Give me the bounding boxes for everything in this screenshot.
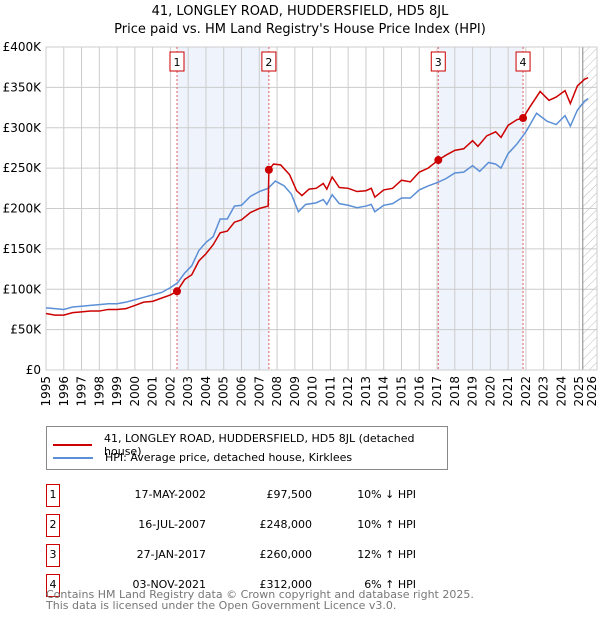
- sale-label: 2: [265, 56, 272, 69]
- transaction-hpi-diff: 12% ↑ HPI: [357, 548, 416, 561]
- x-tick-label: 1997: [75, 376, 89, 407]
- x-tick-label: 2024: [554, 376, 568, 407]
- y-tick-label: £250K: [3, 161, 43, 175]
- transaction-hpi-diff: 10% ↓ HPI: [357, 488, 416, 501]
- transaction-number: 2: [46, 514, 60, 537]
- x-tick-label: 2008: [270, 376, 284, 407]
- legend-item-hpi: HPI: Average price, detached house, Kirk…: [53, 451, 352, 464]
- transaction-price: £312,000: [259, 578, 313, 591]
- x-tick-label: 2020: [483, 376, 497, 407]
- footer-licence: This data is licensed under the Open Gov…: [46, 599, 397, 612]
- legend: 41, LONGLEY ROAD, HUDDERSFIELD, HD5 8JL …: [46, 426, 448, 470]
- footer-copyright: Contains HM Land Registry data © Crown c…: [46, 588, 474, 601]
- sale-label: 4: [520, 56, 527, 69]
- y-tick-label: £0: [26, 363, 41, 377]
- series-line: [45, 98, 589, 311]
- x-tick-label: 1999: [110, 376, 124, 407]
- x-tick-label: 2004: [199, 376, 213, 407]
- sale-point: [172, 287, 181, 296]
- x-tick-label: 2003: [181, 376, 195, 407]
- price-chart: 1995 1996 1997 1998 1999 2000 2001 2002 2003 2004…: [3, 40, 599, 407]
- sale-label: 3: [435, 56, 442, 69]
- x-tick-label: 2005: [217, 376, 231, 407]
- sale-label-box: [261, 51, 277, 72]
- footer: Contains HM Land Registry data © Crown c…: [46, 589, 474, 611]
- transaction-date: 17-MAY-2002: [134, 488, 206, 501]
- x-tick-label: 2025: [572, 376, 586, 407]
- x-tick-label: 1998: [92, 376, 106, 407]
- x-tick-label: 2006: [235, 376, 249, 407]
- x-tick-label: 2012: [341, 376, 355, 407]
- x-tick-label: 2022: [519, 376, 533, 407]
- y-tick-label: £100K: [3, 282, 43, 296]
- x-tick-label: 2019: [466, 376, 480, 407]
- transaction-date: 03-NOV-2021: [132, 578, 206, 591]
- transaction-price: £248,000: [259, 518, 313, 531]
- y-tick-label: £300K: [3, 121, 43, 135]
- chart-subtitle: Price paid vs. HM Land Registry's House …: [114, 22, 486, 37]
- x-tick-label: 2000: [128, 376, 142, 407]
- x-tick-label: 1996: [57, 376, 71, 407]
- transaction-hpi-diff: 10% ↑ HPI: [357, 518, 416, 531]
- sale-label-box: [169, 51, 185, 72]
- sale-point: [264, 165, 273, 174]
- forecast-hatch: [582, 47, 597, 370]
- transaction-row: 2 16-JUL-2007 £248,000 10% ↑ HPI: [46, 514, 416, 537]
- transaction-row: 1 17-MAY-2002 £97,500 10% ↓ HPI: [46, 484, 416, 507]
- sale-label: 1: [173, 56, 180, 69]
- y-tick-label: £350K: [3, 80, 43, 94]
- x-tick-label: 2015: [394, 376, 408, 407]
- legend-swatch-property: [53, 444, 93, 446]
- x-tick-label: 2002: [163, 376, 177, 407]
- plot-frame: [45, 46, 598, 371]
- legend-item-property: 41, LONGLEY ROAD, HUDDERSFIELD, HD5 8JL …: [53, 432, 447, 458]
- legend-label-property: 41, LONGLEY ROAD, HUDDERSFIELD, HD5 8JL …: [104, 432, 415, 458]
- x-tick-label: 2001: [146, 376, 160, 407]
- transaction-date: 16-JUL-2007: [138, 518, 206, 531]
- x-tick-label: 2010: [306, 376, 320, 407]
- transaction-date: 27-JAN-2017: [136, 548, 206, 561]
- x-tick-label: 2013: [359, 376, 373, 407]
- y-tick-label: £200K: [3, 202, 43, 216]
- sale-point: [434, 156, 443, 165]
- transaction-row: 3 27-JAN-2017 £260,000 12% ↑ HPI: [46, 544, 416, 567]
- sale-label-box: [430, 51, 446, 72]
- x-tick-label: 2007: [252, 376, 266, 407]
- y-tick-label: £50K: [10, 323, 42, 337]
- y-tick-label: £400K: [3, 40, 43, 54]
- chart-title: 41, LONGLEY ROAD, HUDDERSFIELD, HD5 8JL: [151, 4, 449, 19]
- transaction-row: 4 03-NOV-2021 £312,000 6% ↑ HPI: [46, 574, 416, 597]
- transaction-number: 1: [46, 484, 60, 507]
- x-tick-label: 2018: [448, 376, 462, 407]
- legend-label-hpi: HPI: Average price, detached house, Kirk…: [105, 451, 353, 464]
- transaction-number: 3: [46, 544, 60, 567]
- sale-point: [519, 114, 528, 123]
- transaction-price: £97,500: [266, 488, 313, 501]
- x-tick-label: 2011: [323, 376, 337, 407]
- transaction-hpi-diff: 6% ↑ HPI: [364, 578, 416, 591]
- x-tick-label: 2023: [537, 376, 551, 407]
- series-line: [45, 77, 589, 316]
- x-tick-label: 2009: [288, 376, 302, 407]
- sale-label-box: [515, 51, 531, 72]
- x-tick-label: 2014: [377, 376, 391, 407]
- transaction-price: £260,000: [259, 548, 313, 561]
- x-tick-label: 2021: [501, 376, 515, 407]
- x-tick-label: 2016: [412, 376, 426, 407]
- x-tick-label: 2017: [430, 376, 444, 407]
- transaction-number: 4: [46, 574, 60, 597]
- legend-swatch-hpi: [53, 456, 93, 459]
- y-tick-label: £150K: [3, 242, 43, 256]
- x-tick-label: 2026: [585, 376, 599, 407]
- x-tick-label: 1995: [39, 376, 53, 407]
